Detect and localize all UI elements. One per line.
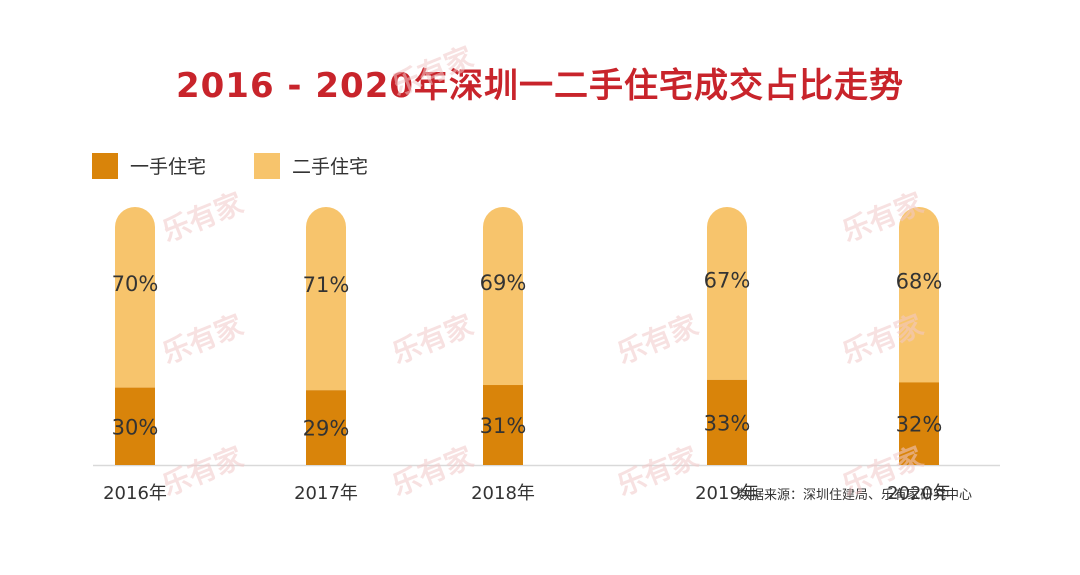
- bar-first-hand: [483, 385, 523, 465]
- data-label-first-hand: 29%: [303, 417, 350, 441]
- bar-first-hand: [707, 379, 747, 465]
- x-tick-label: 2017年: [294, 483, 358, 504]
- data-label-second-hand: 69%: [480, 271, 527, 295]
- data-label-second-hand: 67%: [704, 269, 751, 293]
- data-label-first-hand: 32%: [896, 413, 943, 437]
- legend-label-second-hand: 二手住宅: [292, 156, 369, 178]
- bar-second-hand: [483, 207, 523, 386]
- data-label-first-hand: 33%: [704, 411, 751, 435]
- legend-label-first-hand: 一手住宅: [130, 156, 207, 178]
- legend-item-second-hand: 二手住宅: [254, 152, 368, 179]
- bar-first-hand: [115, 387, 155, 465]
- bar-second-hand: [115, 207, 155, 388]
- data-label-second-hand: 71%: [303, 273, 350, 297]
- bar-first-hand: [306, 390, 346, 465]
- legend-item-first-hand: 一手住宅: [92, 152, 206, 179]
- data-label-second-hand: 68%: [896, 270, 943, 294]
- data-label-second-hand: 70%: [112, 272, 159, 296]
- x-tick-label: 2016年: [103, 483, 167, 504]
- bar-first-hand: [899, 382, 939, 465]
- bar-second-hand: [306, 207, 346, 391]
- x-tick-label: 2020年: [887, 483, 951, 504]
- legend: 一手住宅 二手住宅: [92, 152, 416, 179]
- bar-second-hand: [707, 207, 747, 380]
- legend-swatch-second-hand: [254, 152, 281, 179]
- x-tick-label: 2019年: [695, 483, 759, 504]
- data-label-first-hand: 30%: [112, 415, 159, 439]
- chart-title: 2016 - 2020年深圳一二手住宅成交占比走势: [175, 66, 905, 106]
- bar-second-hand: [899, 207, 939, 383]
- legend-swatch-first-hand: [92, 152, 118, 179]
- data-label-first-hand: 31%: [480, 414, 527, 438]
- x-tick-label: 2018年: [471, 483, 535, 504]
- data-source-note: 数据来源：深圳住建局、乐有家研究中心: [738, 488, 973, 503]
